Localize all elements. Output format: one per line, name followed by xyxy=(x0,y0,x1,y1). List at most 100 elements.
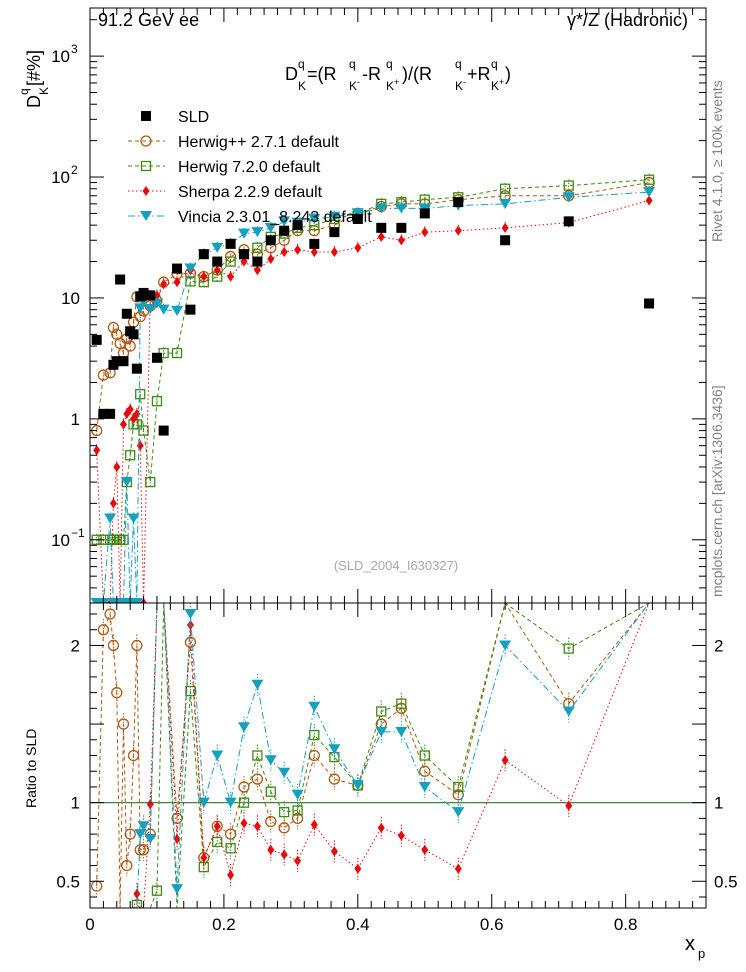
data-point xyxy=(104,513,117,524)
series-line xyxy=(96,191,650,603)
data-point xyxy=(351,208,364,219)
data-point xyxy=(98,408,109,419)
data-point xyxy=(121,308,132,319)
data-point xyxy=(252,256,263,267)
ratio-point xyxy=(265,815,277,828)
data-point xyxy=(150,298,163,309)
ratio-point xyxy=(418,781,431,792)
data-point xyxy=(397,235,405,246)
ratio-point xyxy=(264,755,277,766)
ratio-point xyxy=(396,698,407,709)
data-point xyxy=(97,369,110,381)
ratio-point xyxy=(308,749,320,762)
data-point xyxy=(239,249,249,260)
ratio-point xyxy=(330,846,338,857)
data-point xyxy=(128,329,139,340)
legend-label: Vincia 2.3.01_8.243 default xyxy=(178,209,372,226)
data-point xyxy=(198,249,209,260)
data-point xyxy=(562,192,575,203)
legend-marker xyxy=(140,211,152,221)
svg-text:-R: -R xyxy=(362,64,381,84)
ratio-tick-label-right: 0.5 xyxy=(714,872,738,891)
svg-text:)/(R: )/(R xyxy=(402,64,432,84)
svg-text:=(R: =(R xyxy=(307,64,337,84)
data-point xyxy=(158,425,169,436)
ratio-point xyxy=(121,859,133,872)
x-tick-label: 0.2 xyxy=(212,915,236,934)
ratio-layer xyxy=(90,603,706,908)
side-label-mcplots: mcplots.cern.ch [arXiv:1306.3436] xyxy=(709,385,725,597)
ratio-point xyxy=(377,822,385,833)
data-point xyxy=(113,461,121,472)
data-point xyxy=(330,246,338,257)
ratio-point xyxy=(278,767,291,778)
ratio-series-herwig-7-2-0-default xyxy=(96,603,650,908)
legend-marker xyxy=(140,160,152,172)
ratio-point xyxy=(240,818,248,829)
data-point xyxy=(454,225,462,236)
data-point xyxy=(499,183,511,194)
ratio-point xyxy=(252,750,263,761)
ratio-point xyxy=(395,726,408,737)
data-point xyxy=(418,203,431,214)
data-point xyxy=(107,321,120,334)
data-point xyxy=(309,238,320,249)
data-point xyxy=(151,396,163,407)
ratio-tick-label-left: 0.5 xyxy=(56,872,80,891)
ratio-point xyxy=(563,643,574,654)
data-point xyxy=(329,227,340,238)
ratio-point xyxy=(328,773,341,785)
ratio-point xyxy=(328,744,341,755)
svg-text:-: - xyxy=(357,77,360,87)
svg-text:K: K xyxy=(455,79,463,93)
data-point xyxy=(93,445,101,456)
ratio-point xyxy=(419,750,430,761)
data-point xyxy=(185,276,196,287)
ratio-point xyxy=(279,806,290,818)
ratio-point xyxy=(251,773,264,785)
data-point xyxy=(227,271,235,282)
svg-text:K: K xyxy=(491,79,499,93)
data-point xyxy=(265,235,276,246)
title-right: γ*/Z (Hadronic) xyxy=(567,10,688,30)
ratio-point xyxy=(499,640,512,651)
svg-text:+: + xyxy=(499,77,504,87)
ratio-point xyxy=(501,755,509,766)
svg-text:K: K xyxy=(298,79,306,93)
data-point xyxy=(308,213,321,224)
ratio-point xyxy=(137,821,150,832)
ratio-line xyxy=(96,603,650,908)
legend-marker xyxy=(140,135,152,147)
data-point xyxy=(645,195,653,206)
series-layer xyxy=(90,173,656,603)
ratio-point xyxy=(421,844,429,855)
analysis-watermark: (SLD_2004_I630327) xyxy=(334,558,458,573)
data-point xyxy=(212,256,223,267)
data-point xyxy=(253,265,261,276)
legend-entry-herwig-2-7-1-default: Herwig++ 2.7.1 default xyxy=(128,134,340,151)
ratio-point xyxy=(238,797,250,808)
data-point xyxy=(127,513,140,524)
ratio-point xyxy=(184,609,197,620)
data-point xyxy=(171,347,183,359)
ratio-point xyxy=(565,800,573,811)
svg-text:+: + xyxy=(394,77,399,87)
ratio-point xyxy=(452,807,465,818)
main-plot-area xyxy=(90,173,656,603)
ratio-point xyxy=(184,636,197,648)
ratio-point xyxy=(309,729,320,741)
ratio-point xyxy=(280,849,288,860)
ratio-point xyxy=(375,726,388,737)
title-left: 91.2 GeV ee xyxy=(98,10,199,30)
data-point xyxy=(131,363,142,374)
ratio-point xyxy=(291,812,304,825)
data-point xyxy=(267,253,275,264)
legend: SLD Herwig++ 2.7.1 default Herwig 7.2.0 de… xyxy=(128,109,372,226)
legend-label: Sherpa 2.2.9 default xyxy=(178,184,323,201)
ratio-point xyxy=(127,749,140,762)
data-point xyxy=(111,356,122,367)
svg-text:K: K xyxy=(349,79,357,93)
